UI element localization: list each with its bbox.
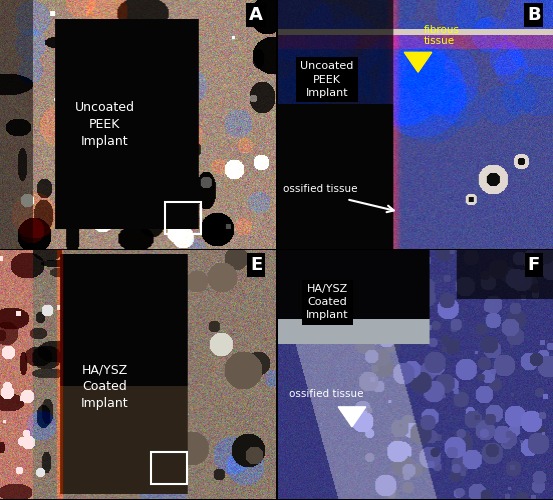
Text: HA/YSZ
Coated
Implant: HA/YSZ Coated Implant [306, 284, 348, 321]
Text: HA/YSZ
Coated
Implant: HA/YSZ Coated Implant [81, 364, 128, 410]
Text: Uncoated
PEEK
Implant: Uncoated PEEK Implant [75, 101, 134, 148]
Text: A: A [249, 6, 263, 24]
Bar [152, 452, 187, 484]
Polygon shape [338, 407, 366, 427]
Text: fibrous
tissue: fibrous tissue [424, 25, 460, 46]
Bar [165, 202, 201, 234]
Polygon shape [404, 52, 432, 72]
Text: Uncoated
PEEK
Implant: Uncoated PEEK Implant [300, 62, 354, 98]
Text: HA/YSZ
Coated
Implant: HA/YSZ Coated Implant [306, 284, 348, 321]
Text: Uncoated
PEEK
Implant: Uncoated PEEK Implant [300, 62, 354, 98]
Text: ossified tissue: ossified tissue [289, 390, 363, 400]
Text: ossified tissue: ossified tissue [283, 184, 358, 194]
Text: B: B [527, 6, 540, 24]
Text: E: E [250, 256, 262, 274]
Text: F: F [528, 256, 540, 274]
